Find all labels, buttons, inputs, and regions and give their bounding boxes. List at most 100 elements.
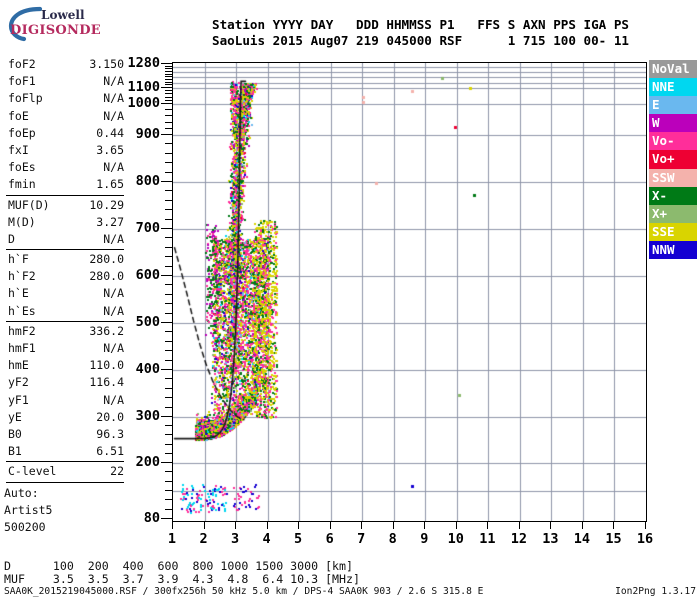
y-minor-tick bbox=[165, 378, 172, 380]
footer-source-text: SAA0K_2015219045000.RSF / 300fx256h 50 k… bbox=[4, 586, 484, 597]
x-axis-label: 3 bbox=[230, 531, 240, 547]
lowell-digisonde-logo: Lowell DIGISONDE bbox=[6, 6, 116, 42]
param-row: yE 20.0 bbox=[4, 409, 126, 426]
param-row: h`F 280.0 bbox=[4, 251, 126, 268]
param-key: foF1 bbox=[8, 74, 36, 89]
legend-item-sse[interactable]: SSE bbox=[649, 222, 697, 241]
param-value: N/A bbox=[103, 74, 124, 89]
y-minor-tick bbox=[165, 490, 172, 491]
param-key: fxI bbox=[8, 142, 29, 157]
param-value: N/A bbox=[103, 392, 124, 407]
legend-item-x[interactable]: X- bbox=[649, 186, 697, 205]
polarization-legend[interactable]: NoVal NNE E W Vo- Vo+ SSW X- X+ SSE NNW bbox=[649, 60, 697, 260]
param-value: 3.150 bbox=[89, 57, 124, 71]
param-value: 20.0 bbox=[96, 409, 124, 424]
y-minor-tick bbox=[165, 293, 172, 295]
param-row: hmF2 336.2 bbox=[4, 323, 126, 340]
auto-code: 500200 bbox=[4, 520, 46, 534]
y-minor-tick bbox=[165, 121, 172, 123]
y-major-tick bbox=[161, 275, 172, 276]
param-key: foE bbox=[8, 108, 29, 123]
legend-item-ssw[interactable]: SSW bbox=[649, 168, 697, 187]
y-minor-tick bbox=[165, 71, 172, 72]
param-row: foFlp N/A bbox=[4, 90, 126, 107]
param-key: hmE bbox=[8, 358, 29, 373]
y-minor-tick bbox=[165, 303, 172, 305]
y-minor-tick bbox=[165, 350, 172, 352]
param-divider bbox=[6, 194, 124, 196]
legend-item-w[interactable]: W bbox=[649, 114, 697, 133]
y-minor-tick bbox=[165, 79, 172, 80]
y-major-tick bbox=[161, 462, 172, 463]
legend-item-vo[interactable]: Vo- bbox=[649, 132, 697, 151]
y-minor-tick bbox=[165, 143, 172, 145]
y-minor-tick bbox=[165, 284, 172, 286]
x-tick bbox=[581, 522, 583, 529]
station-header: Station YYYY DAY DDD HHMMSS P1 FFS S AXN… bbox=[212, 17, 629, 48]
y-minor-tick bbox=[165, 109, 172, 111]
param-value: 116.4 bbox=[89, 375, 124, 390]
y-minor-tick bbox=[165, 65, 172, 67]
x-axis-label: 13 bbox=[542, 531, 559, 547]
y-minor-tick bbox=[165, 508, 172, 510]
y-major-tick bbox=[161, 518, 172, 519]
param-row: foF2 3.150 bbox=[4, 56, 126, 73]
y-minor-tick bbox=[165, 115, 172, 117]
x-tick bbox=[329, 522, 331, 529]
legend-item-x[interactable]: X+ bbox=[649, 204, 697, 223]
y-minor-tick bbox=[165, 397, 172, 399]
param-key: h`Es bbox=[8, 303, 36, 318]
param-value: 3.65 bbox=[96, 142, 124, 157]
param-value: N/A bbox=[103, 160, 124, 175]
y-axis-label: 200 bbox=[135, 454, 160, 470]
param-value: 10.29 bbox=[89, 197, 124, 212]
y-minor-tick bbox=[165, 90, 172, 92]
param-row: fmin 1.65 bbox=[4, 176, 126, 193]
logo-arc-icon bbox=[8, 6, 43, 42]
y-minor-tick bbox=[165, 246, 172, 248]
y-major-tick bbox=[161, 322, 172, 323]
param-row: M(D) 3.27 bbox=[4, 214, 126, 231]
y-minor-tick bbox=[165, 96, 172, 98]
y-major-tick bbox=[161, 181, 172, 182]
param-key: yE bbox=[8, 409, 22, 424]
x-axis-label: 16 bbox=[636, 531, 654, 547]
param-value: 280.0 bbox=[89, 252, 124, 267]
y-minor-tick bbox=[165, 171, 172, 173]
ionogram-plot[interactable] bbox=[172, 62, 647, 522]
auto-scaling-block: Auto: Artist5 500200 bbox=[4, 485, 52, 536]
param-row: h`F2 280.0 bbox=[4, 268, 126, 285]
x-tick bbox=[645, 522, 646, 529]
legend-item-e[interactable]: E bbox=[649, 96, 697, 115]
param-divider bbox=[6, 481, 124, 483]
x-tick bbox=[487, 522, 489, 529]
param-key: hmF1 bbox=[8, 341, 36, 355]
y-axis-label: 300 bbox=[135, 408, 160, 424]
legend-item-nnw[interactable]: NNW bbox=[649, 240, 697, 260]
param-row: foEp 0.44 bbox=[4, 125, 126, 142]
y-minor-tick bbox=[165, 99, 172, 101]
param-value: 6.51 bbox=[96, 444, 124, 459]
y-minor-tick bbox=[165, 237, 172, 239]
y-minor-tick bbox=[165, 387, 172, 389]
param-key: yF2 bbox=[8, 375, 29, 390]
legend-item-noval[interactable]: NoVal bbox=[649, 60, 697, 79]
param-value: 280.0 bbox=[89, 269, 124, 284]
x-tick bbox=[613, 522, 615, 529]
y-minor-tick bbox=[165, 256, 172, 258]
y-minor-tick bbox=[165, 73, 172, 75]
param-value: N/A bbox=[103, 286, 124, 301]
y-minor-tick bbox=[165, 84, 172, 86]
legend-item-nne[interactable]: NNE bbox=[649, 78, 697, 97]
model-profile-curves bbox=[173, 63, 646, 521]
param-divider bbox=[6, 320, 124, 322]
auto-label: Auto: bbox=[4, 486, 39, 500]
y-major-tick bbox=[161, 134, 172, 135]
x-tick bbox=[518, 522, 520, 529]
x-tick bbox=[266, 522, 268, 529]
param-value: 3.27 bbox=[96, 214, 124, 229]
legend-item-vo[interactable]: Vo+ bbox=[649, 150, 697, 169]
param-key: fmin bbox=[8, 177, 36, 192]
param-row: hmF1 N/A bbox=[4, 340, 126, 357]
y-minor-tick bbox=[165, 425, 172, 427]
